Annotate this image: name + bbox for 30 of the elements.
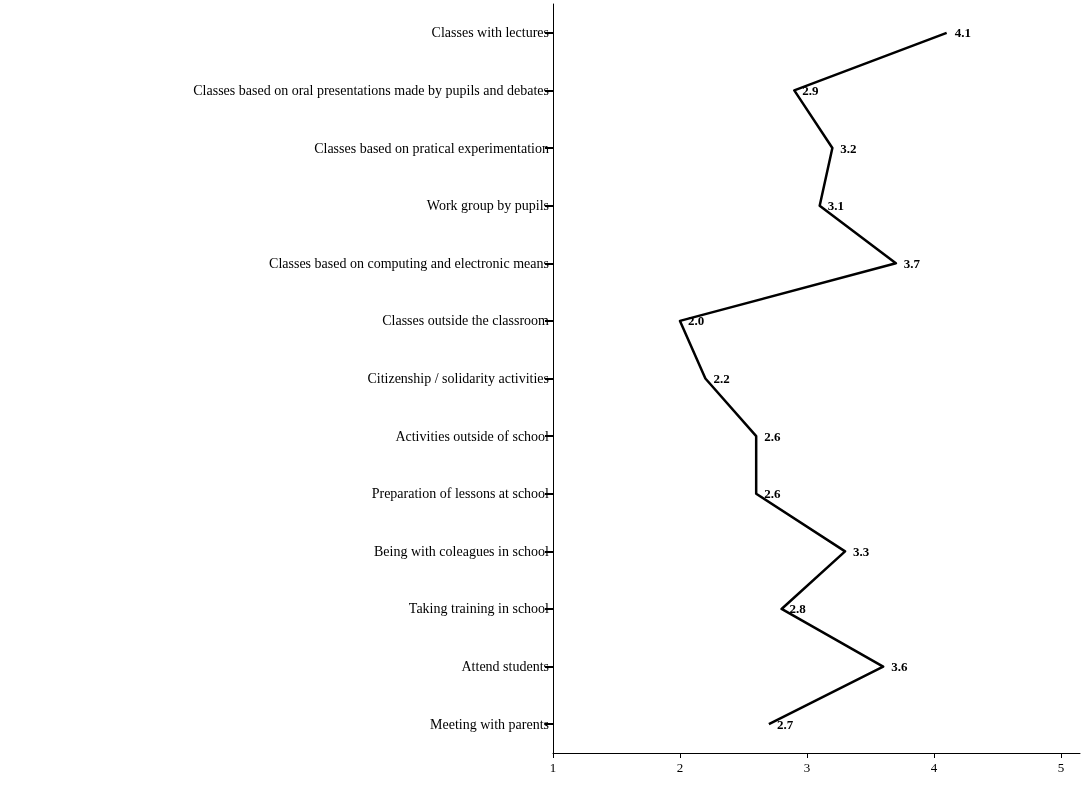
data-label: 4.1 <box>954 25 971 41</box>
data-label: 3.1 <box>827 198 844 214</box>
data-label: 2.6 <box>764 486 781 502</box>
y-tick-label: Classes based on computing and electronic means <box>269 255 549 271</box>
y-tick-label: Classes with lectures <box>431 25 549 41</box>
data-label: 3.7 <box>903 255 921 271</box>
y-tick-label: Preparation of lessons at school <box>371 486 550 502</box>
y-tick-label: Meeting with parents <box>430 716 549 732</box>
data-label: 2.9 <box>802 82 820 98</box>
y-tick-label: Citizenship / solidarity activities <box>367 371 549 386</box>
data-label: 2.7 <box>776 716 794 732</box>
x-tick-label: 5 <box>1057 760 1065 775</box>
y-tick-label: Taking training in school <box>408 601 550 617</box>
y-tick-label: Work group by pupils <box>426 198 549 214</box>
y-tick-label: Being with coleagues in school <box>374 543 550 559</box>
x-tick-label: 1 <box>549 760 557 775</box>
x-tick-label: 4 <box>930 760 938 775</box>
y-tick-label: Classes based on oral presentations made by pupils and debates <box>193 82 549 98</box>
data-label: 2.2 <box>713 371 730 386</box>
data-label: 2.6 <box>764 428 781 444</box>
data-label: 2.8 <box>789 601 807 617</box>
y-tick-label: Classes based on pratical experimentation <box>314 140 549 156</box>
data-label: 3.6 <box>891 659 908 675</box>
x-tick-label: 2 <box>676 760 684 775</box>
y-tick-label: Attend students <box>461 659 549 675</box>
data-label: 3.3 <box>853 543 870 559</box>
y-tick-label: Classes outside the classroom <box>382 313 550 329</box>
y-tick-label: Activities outside of school <box>395 428 550 444</box>
data-label: 3.2 <box>840 140 857 156</box>
x-tick-label: 3 <box>803 760 811 775</box>
